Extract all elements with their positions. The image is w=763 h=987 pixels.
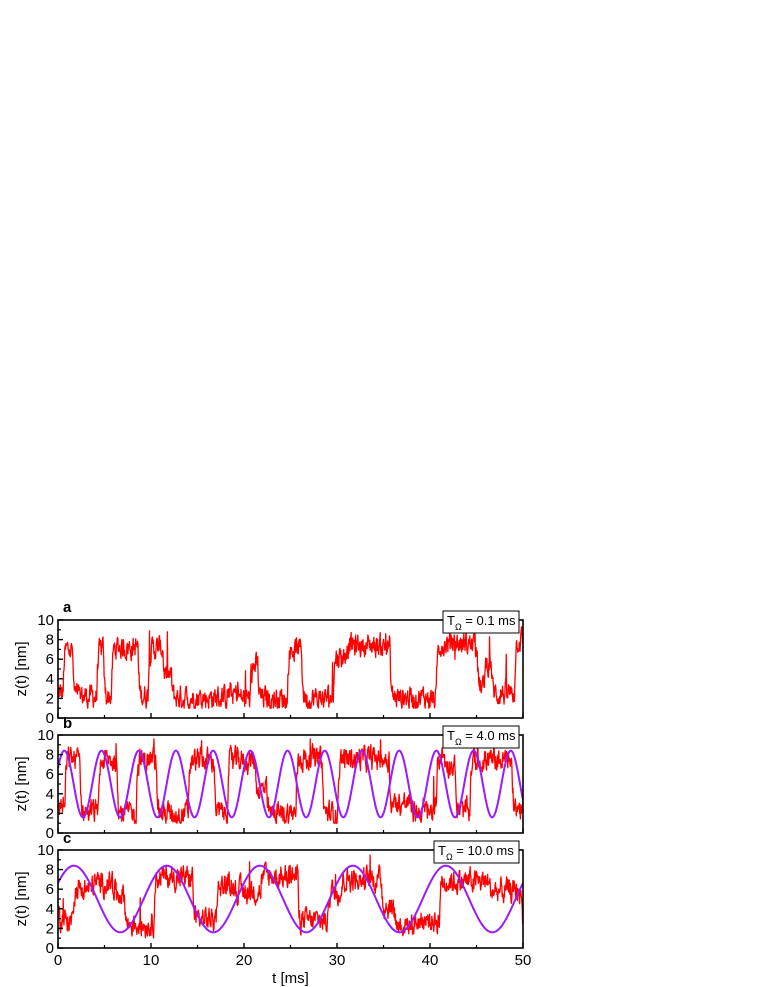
panel-letter: c	[63, 830, 71, 847]
legend-label: TΩ = 4.0 ms	[447, 728, 516, 747]
y-tick-label: 0	[46, 710, 54, 727]
legend-box	[442, 725, 520, 749]
y-tick-label: 2	[46, 920, 54, 937]
x-tick-label: 50	[515, 952, 532, 969]
panel-letter: b	[63, 715, 72, 732]
trace-line	[58, 854, 523, 939]
x-tick-label: 10	[143, 952, 160, 969]
x-tick-label: 40	[422, 952, 439, 969]
y-axis-label: z(t) [nm]	[13, 642, 30, 697]
y-axis-label: z(t) [nm]	[13, 872, 30, 927]
x-tick-label: 20	[236, 952, 253, 969]
y-tick-label: 6	[46, 881, 54, 898]
x-tick-label: 30	[329, 952, 346, 969]
y-tick-label: 6	[46, 766, 54, 783]
y-tick-label: 4	[46, 671, 54, 688]
y-axis-label: z(t) [nm]	[13, 757, 30, 812]
legend-box	[442, 610, 520, 634]
panel-letter: a	[63, 599, 72, 616]
legend-label: TΩ = 10.0 ms	[438, 843, 514, 862]
legend-box	[433, 840, 520, 864]
y-tick-label: 0	[46, 940, 54, 957]
axes-frame	[57, 619, 524, 719]
trace-line	[58, 626, 523, 709]
sine-line	[58, 749, 523, 819]
y-tick-label: 0	[46, 825, 54, 842]
y-tick-label: 10	[37, 842, 54, 859]
y-tick-label: 4	[46, 786, 54, 803]
trace-line	[58, 738, 523, 824]
y-tick-label: 2	[46, 690, 54, 707]
x-axis-label: t [ms]	[272, 970, 309, 987]
axes-frame	[57, 734, 524, 834]
panel-a: 0 2 4 6 8 10 z(t) [nm] a TΩ = 0.1 ms	[13, 599, 524, 727]
panel-b: 0 2 4 6 8 10 z(t) [nm] b TΩ = 4.0 ms	[13, 715, 524, 842]
legend-label: TΩ = 0.1 ms	[447, 613, 516, 632]
y-tick-label: 10	[37, 612, 54, 629]
y-tick-label: 8	[46, 632, 54, 649]
y-tick-label: 10	[37, 727, 54, 744]
sine-line	[58, 864, 523, 934]
x-tick-label: 0	[54, 952, 62, 969]
y-tick-label: 2	[46, 805, 54, 822]
axes-frame	[57, 849, 524, 949]
y-tick-label: 8	[46, 747, 54, 764]
y-tick-label: 6	[46, 651, 54, 668]
y-tick-label: 8	[46, 862, 54, 879]
y-tick-label: 4	[46, 901, 54, 918]
